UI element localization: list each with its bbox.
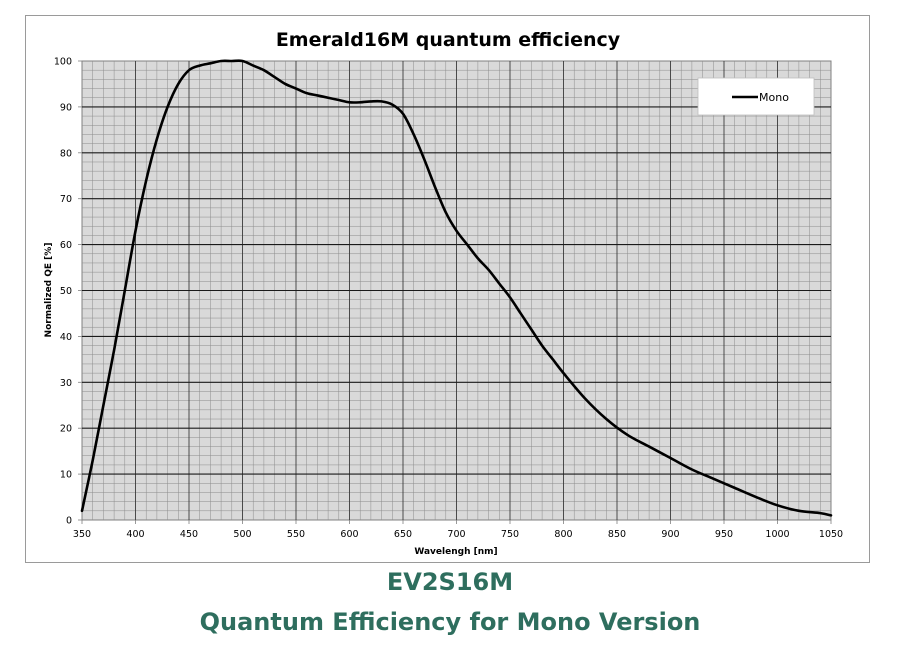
x-tick-label: 1000 bbox=[765, 529, 789, 540]
x-tick-label: 700 bbox=[447, 529, 465, 540]
legend-label-mono: Mono bbox=[759, 91, 789, 104]
chart-title: Emerald16M quantum efficiency bbox=[276, 29, 621, 51]
y-tick-label: 80 bbox=[60, 148, 72, 159]
y-tick-label: 60 bbox=[60, 240, 72, 251]
x-axis-tick-labels: 350 400 450 500 550 600 650 700 750 800 850 900 950 1… bbox=[73, 520, 843, 540]
x-tick-label: 550 bbox=[287, 529, 305, 540]
y-axis-label: Normalized QE [%] bbox=[44, 243, 54, 338]
y-tick-label: 50 bbox=[60, 286, 72, 297]
x-tick-label: 900 bbox=[661, 529, 679, 540]
x-tick-label: 750 bbox=[501, 529, 519, 540]
x-tick-label: 650 bbox=[394, 529, 412, 540]
x-tick-label: 500 bbox=[233, 529, 251, 540]
x-tick-label: 600 bbox=[340, 529, 358, 540]
y-tick-label: 100 bbox=[54, 57, 72, 68]
caption-model: EV2S16M bbox=[386, 568, 514, 596]
y-tick-label: 20 bbox=[60, 424, 72, 435]
x-tick-label: 400 bbox=[126, 529, 144, 540]
y-tick-label: 70 bbox=[60, 194, 72, 205]
y-tick-label: 90 bbox=[60, 102, 72, 113]
y-axis-tick-labels: 0 10 20 30 40 50 60 70 80 90 100 bbox=[54, 57, 82, 527]
x-axis-label: Wavelengh [nm] bbox=[414, 547, 497, 557]
legend: Mono bbox=[697, 77, 815, 116]
x-tick-label: 350 bbox=[73, 529, 91, 540]
x-tick-label: 850 bbox=[608, 529, 626, 540]
y-tick-label: 0 bbox=[66, 516, 72, 527]
x-tick-label: 450 bbox=[180, 529, 198, 540]
qe-chart: Emerald16M quantum efficiency 350 400 450 5… bbox=[44, 29, 843, 557]
series-line-mono bbox=[80, 59, 833, 517]
y-tick-label: 30 bbox=[60, 378, 72, 389]
y-tick-label: 40 bbox=[60, 332, 72, 343]
x-tick-label: 800 bbox=[554, 529, 572, 540]
caption-description: Quantum Efficiency for Mono Version bbox=[199, 608, 701, 636]
major-gridlines bbox=[82, 61, 831, 520]
y-tick-label: 10 bbox=[60, 470, 72, 481]
chart-frame: Emerald16M quantum efficiency 350 400 450 5… bbox=[25, 15, 870, 563]
x-tick-label: 950 bbox=[715, 529, 733, 540]
x-tick-label: 1050 bbox=[819, 529, 843, 540]
